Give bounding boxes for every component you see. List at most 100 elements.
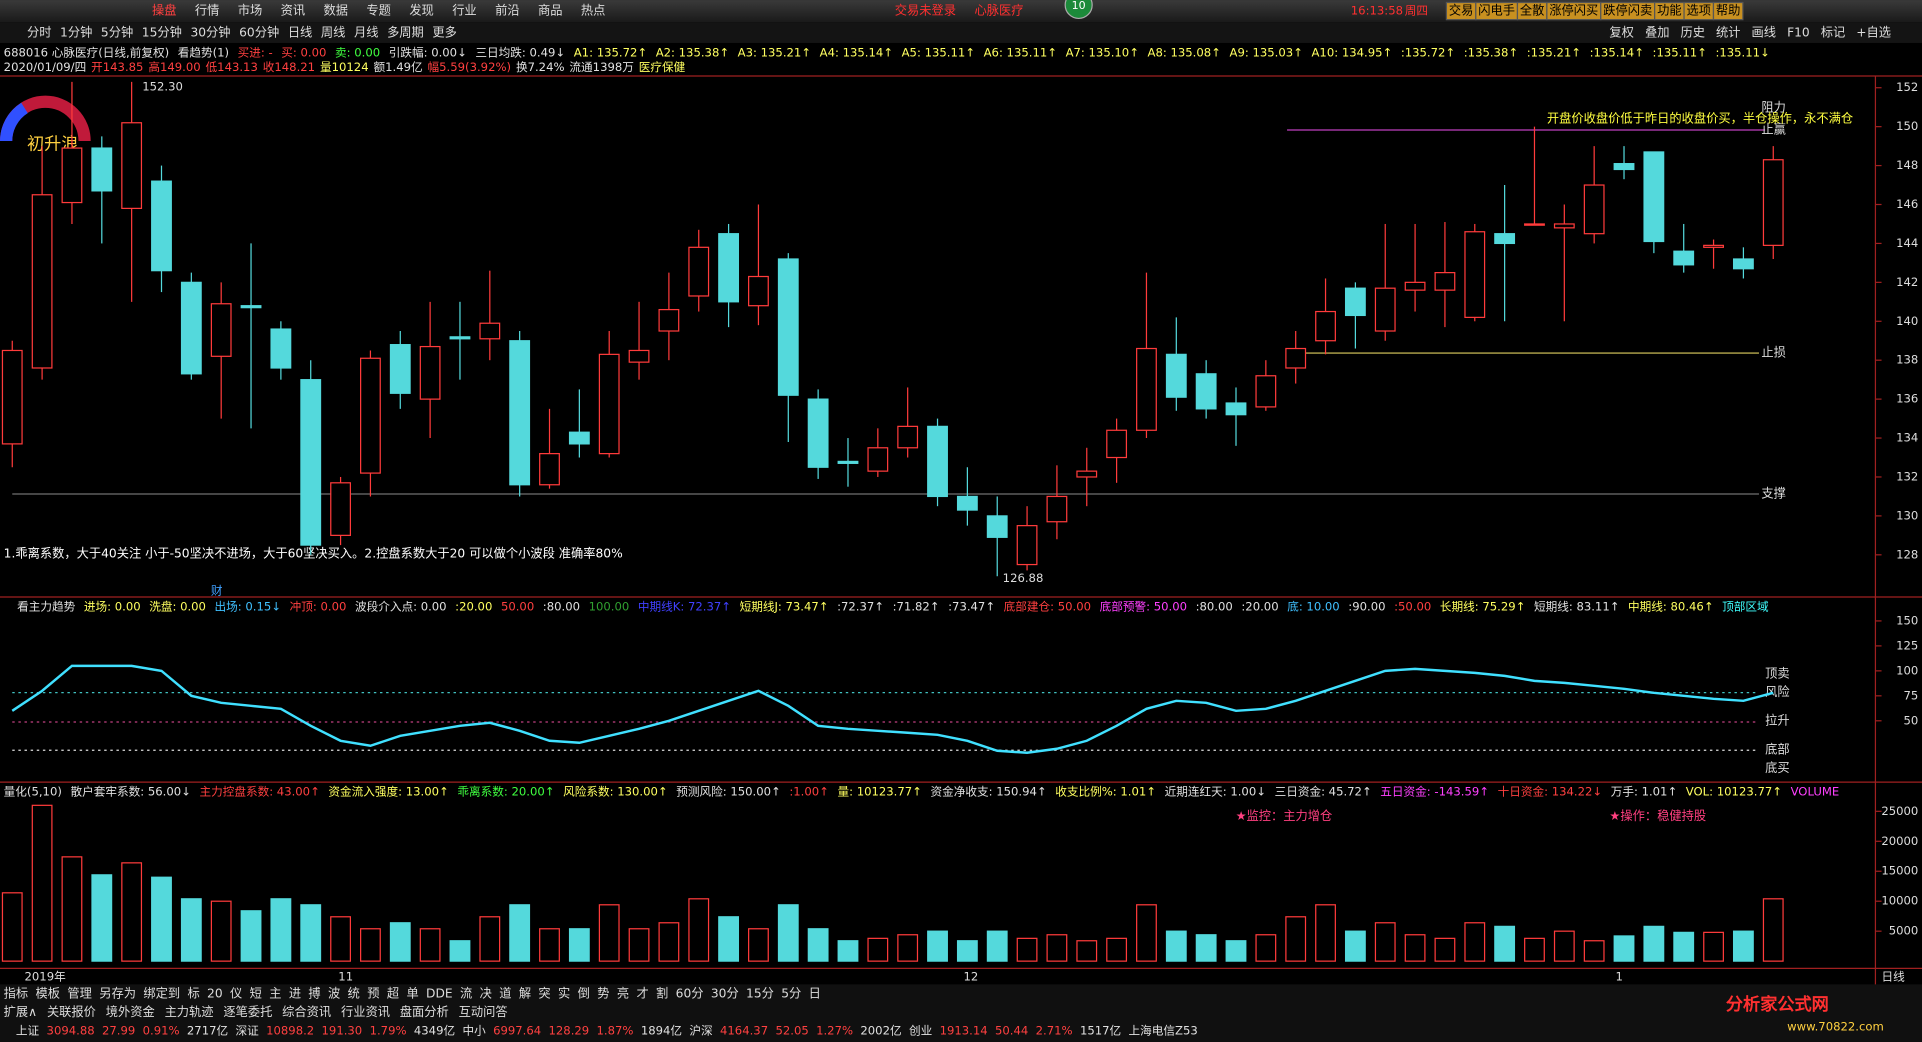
menu-item[interactable]: 操盘 [152,3,177,18]
label: 3094.88 [47,1023,95,1037]
bottom-tab[interactable]: 逐笔委托 [223,1004,272,1019]
bottom-tab[interactable]: 关联报价 [47,1004,96,1019]
bottom-tab[interactable]: 主力轨迹 [165,1005,214,1019]
bottom-tab[interactable]: 亮 [617,986,629,1001]
period-tab[interactable]: 分时 [27,26,51,40]
tool-button[interactable]: 标记 [1821,26,1846,40]
label: 进场: 0.00 [84,599,141,613]
button[interactable]: 交易 [1449,3,1474,18]
label: 191.30 [322,1023,363,1037]
candle-body [91,147,113,192]
candle-body [897,425,919,449]
bottom-tab[interactable]: 60分 [676,987,704,1001]
bottom-tab[interactable]: 实 [558,986,570,1001]
label: 止损 [1761,346,1786,360]
bottom-tab[interactable]: 倒 [578,987,590,1001]
bottom-tab[interactable]: 模板 [36,987,61,1001]
button[interactable]: 选项 [1687,4,1712,18]
bottom-tab[interactable]: 超 [387,986,399,1001]
menu-item[interactable]: 前沿 [495,3,520,18]
button[interactable]: 闪电手 [1478,4,1515,18]
period-tab[interactable]: 日线 [288,26,313,40]
bottom-tab[interactable]: 波 [328,987,340,1001]
button[interactable]: 全散 [1520,3,1545,18]
bottom-tab[interactable]: 突 [538,986,550,1001]
button[interactable]: 跌停闪卖 [1603,3,1652,18]
bottom-tab[interactable]: 统 [348,987,360,1001]
label: :135.14↑ [1590,45,1644,59]
period-tab[interactable]: 1分钟 [60,25,92,40]
bottom-tab[interactable]: 15分 [746,987,774,1001]
candle-body [1404,281,1426,291]
tool-button[interactable]: 统计 [1716,26,1741,40]
label: A9: 135.03↑ [1230,45,1303,59]
bottom-tab[interactable]: 30分 [711,987,739,1001]
level-label: 拉升 [1765,712,1790,727]
tool-button[interactable]: +自选 [1856,26,1891,40]
button[interactable]: 涨停闪买 [1549,3,1598,18]
bottom-tab[interactable]: 行业资讯 [341,1005,390,1019]
bottom-tab[interactable]: 流 [460,987,472,1001]
bottom-tab[interactable]: 20 [207,987,223,1001]
tool-button[interactable]: 画线 [1752,26,1777,40]
period-tab[interactable]: 多周期 [387,26,424,40]
period-tab[interactable]: 5分钟 [101,25,133,40]
button[interactable]: 帮助 [1716,4,1741,18]
menu-item[interactable]: 行业 [452,4,477,18]
bottom-tab[interactable]: 才 [636,987,648,1001]
period-tab[interactable]: 15分钟 [142,25,182,40]
bottom-tab[interactable]: 进 [289,987,301,1001]
bottom-tab[interactable]: 扩展∧ [4,1005,37,1019]
bottom-tab[interactable]: 搏 [308,986,320,1001]
tab[interactable] [1712,1,1744,21]
notice: 交易未登录 [895,3,956,18]
bottom-tab[interactable]: 预 [367,987,379,1001]
menu-item[interactable]: 数据 [324,3,349,18]
bottom-tab[interactable]: 盘面分析 [400,1004,449,1019]
period-tab[interactable]: 月线 [354,26,379,40]
period-tab[interactable]: 30分钟 [190,25,230,40]
menu-item[interactable]: 行情 [195,4,220,18]
button[interactable]: 功能 [1657,4,1682,18]
menu-item[interactable]: 专题 [366,3,391,18]
bottom-tab[interactable]: 仪 [230,987,242,1001]
y-tick-label: 130 [1896,508,1918,522]
period-tab[interactable]: 60分钟 [239,25,279,40]
bottom-tab[interactable]: 道 [499,987,511,1001]
menu-item[interactable]: 热点 [581,4,606,18]
bottom-tab[interactable]: 割 [656,986,668,1001]
period-tab[interactable]: 周线 [321,26,346,40]
bottom-tab[interactable]: 决 [480,987,492,1001]
bottom-tab[interactable]: 短 [250,987,262,1001]
bottom-tab[interactable]: 势 [597,987,609,1001]
menu-item[interactable]: 商品 [538,3,563,18]
bottom-tab[interactable]: 境外资金 [106,1004,155,1019]
menu-item[interactable]: 发现 [409,3,434,18]
volume-bar [807,928,829,962]
menu-item[interactable]: 资讯 [281,4,306,18]
bottom-tab[interactable]: 标 [187,987,199,1001]
bottom-tab[interactable]: 指标 [4,986,29,1001]
tool-button[interactable]: 历史 [1680,26,1705,40]
bottom-tab[interactable]: 管理 [67,986,92,1001]
bottom-tab[interactable]: 另存为 [99,987,136,1001]
bottom-tab[interactable]: 单 [406,987,418,1001]
bottom-tab[interactable]: 日 [809,987,821,1001]
label: 收148.21 [263,60,315,74]
tool-button[interactable]: 叠加 [1645,26,1670,40]
bottom-tab[interactable]: 主 [269,987,281,1001]
bottom-tab[interactable]: 绑定到 [143,986,180,1001]
y-tick-label: 148 [1896,158,1918,172]
bottom-tab[interactable]: 解 [519,987,531,1001]
menu-item[interactable]: 市场 [238,3,263,18]
tool-button[interactable]: 复权 [1609,26,1634,40]
label: 50.44 [995,1023,1028,1037]
bottom-tab[interactable]: 5分 [781,987,801,1001]
period-tab[interactable]: 更多 [432,26,457,40]
tool-button[interactable]: F10 [1787,26,1810,40]
label: :135.11↑ [1653,45,1707,59]
bottom-tab[interactable]: DDE [426,987,453,1001]
bottom-tab[interactable]: 互动问答 [459,1004,508,1019]
bottom-tab[interactable]: 综合资讯 [282,1004,331,1019]
volume-bar [1464,922,1486,962]
